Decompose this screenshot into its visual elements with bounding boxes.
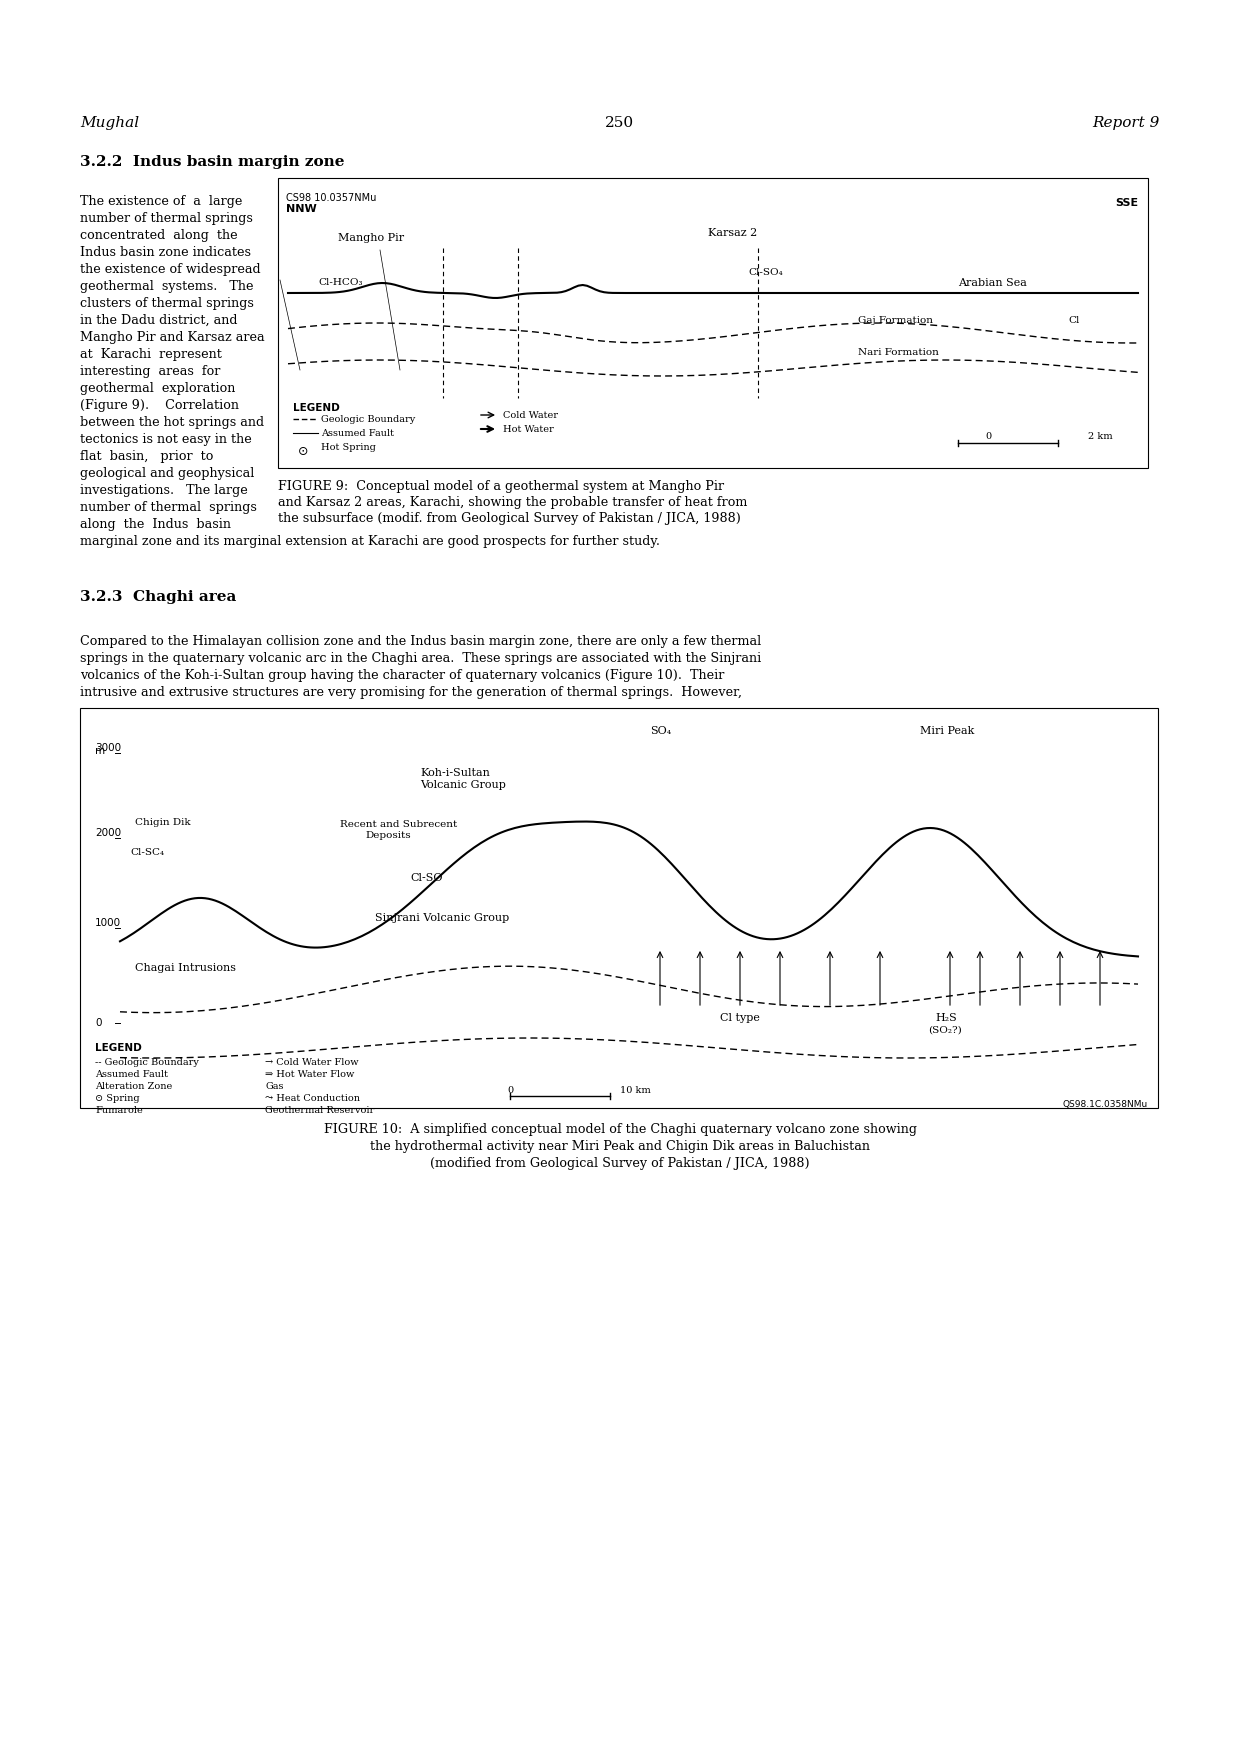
Text: 1000: 1000 — [95, 919, 122, 927]
Text: geothermal  systems.   The: geothermal systems. The — [81, 280, 253, 293]
Text: Gas: Gas — [265, 1082, 284, 1090]
Text: 2000: 2000 — [95, 827, 122, 838]
Text: Geothermal Reservoir: Geothermal Reservoir — [265, 1106, 374, 1115]
Text: 10 km: 10 km — [620, 1087, 651, 1096]
Text: (Figure 9).    Correlation: (Figure 9). Correlation — [81, 400, 239, 412]
Text: CS98 10.0357NMu: CS98 10.0357NMu — [286, 193, 377, 203]
Text: The existence of  a  large: The existence of a large — [81, 195, 242, 209]
Text: Sinjrani Volcanic Group: Sinjrani Volcanic Group — [374, 913, 510, 924]
Text: Hot Water: Hot Water — [503, 424, 554, 433]
Text: Cl-HCO₃: Cl-HCO₃ — [317, 279, 362, 287]
Text: interesting  areas  for: interesting areas for — [81, 365, 221, 379]
Text: number of thermal springs: number of thermal springs — [81, 212, 253, 224]
Text: 3.2.2  Indus basin margin zone: 3.2.2 Indus basin margin zone — [81, 154, 345, 168]
Text: Karsaz 2: Karsaz 2 — [708, 228, 758, 238]
Text: Koh-i-Sultan: Koh-i-Sultan — [420, 768, 490, 778]
Text: Cl type: Cl type — [720, 1013, 760, 1024]
Text: concentrated  along  the: concentrated along the — [81, 230, 238, 242]
Text: 250: 250 — [605, 116, 635, 130]
Text: SO₄: SO₄ — [650, 726, 671, 736]
Text: Chigin Dik: Chigin Dik — [135, 819, 191, 827]
Text: 3000: 3000 — [95, 743, 122, 754]
Text: Geologic Boundary: Geologic Boundary — [321, 415, 415, 424]
Text: Recent and Subrecent: Recent and Subrecent — [340, 820, 458, 829]
Text: Fumarole: Fumarole — [95, 1106, 143, 1115]
Text: NNW: NNW — [286, 203, 316, 214]
Text: 2 km: 2 km — [1087, 431, 1112, 442]
Text: tectonics is not easy in the: tectonics is not easy in the — [81, 433, 252, 445]
Text: ⊙: ⊙ — [298, 445, 309, 458]
Text: volcanics of the Koh-i-Sultan group having the character of quaternary volcanics: volcanics of the Koh-i-Sultan group havi… — [81, 670, 724, 682]
Text: H₂S: H₂S — [935, 1013, 957, 1024]
Text: along  the  Indus  basin: along the Indus basin — [81, 517, 231, 531]
Text: at  Karachi  represent: at Karachi represent — [81, 349, 222, 361]
Text: 0: 0 — [95, 1018, 102, 1027]
Text: Nari Formation: Nari Formation — [858, 349, 939, 358]
Text: Alteration Zone: Alteration Zone — [95, 1082, 172, 1090]
Text: Cl-SO: Cl-SO — [410, 873, 443, 884]
Text: → Cold Water Flow: → Cold Water Flow — [265, 1059, 358, 1068]
Text: Cl-SO₄: Cl-SO₄ — [748, 268, 782, 277]
Text: between the hot springs and: between the hot springs and — [81, 415, 264, 429]
Text: 0: 0 — [985, 431, 991, 442]
Text: Volcanic Group: Volcanic Group — [420, 780, 506, 791]
Text: Compared to the Himalayan collision zone and the Indus basin margin zone, there : Compared to the Himalayan collision zone… — [81, 635, 761, 649]
Text: Indus basin zone indicates: Indus basin zone indicates — [81, 245, 250, 259]
Text: Assumed Fault: Assumed Fault — [95, 1069, 167, 1080]
Text: QS98.1C.0358NMu: QS98.1C.0358NMu — [1063, 1099, 1148, 1110]
Text: Cold Water: Cold Water — [503, 410, 558, 419]
Text: the existence of widespread: the existence of widespread — [81, 263, 260, 275]
Text: Miri Peak: Miri Peak — [920, 726, 975, 736]
Text: Deposits: Deposits — [365, 831, 410, 840]
Bar — [278, 179, 1148, 468]
Bar — [81, 708, 1158, 1108]
Text: geothermal  exploration: geothermal exploration — [81, 382, 236, 394]
Text: Chagai Intrusions: Chagai Intrusions — [135, 962, 236, 973]
Text: LEGEND: LEGEND — [293, 403, 340, 414]
Text: ⤳ Heat Conduction: ⤳ Heat Conduction — [265, 1094, 360, 1103]
Text: in the Dadu district, and: in the Dadu district, and — [81, 314, 238, 328]
Text: 3.2.3  Chaghi area: 3.2.3 Chaghi area — [81, 591, 237, 605]
Text: Gaj Formation: Gaj Formation — [858, 316, 932, 324]
Text: ⊙ Spring: ⊙ Spring — [95, 1094, 140, 1103]
Text: Mangho Pir: Mangho Pir — [339, 233, 404, 244]
Text: geological and geophysical: geological and geophysical — [81, 466, 254, 480]
Text: (modified from Geological Survey of Pakistan / JICA, 1988): (modified from Geological Survey of Paki… — [430, 1157, 810, 1169]
Text: investigations.   The large: investigations. The large — [81, 484, 248, 498]
Text: Report 9: Report 9 — [1092, 116, 1159, 130]
Text: springs in the quaternary volcanic arc in the Chaghi area.  These springs are as: springs in the quaternary volcanic arc i… — [81, 652, 761, 664]
Text: ⇒ Hot Water Flow: ⇒ Hot Water Flow — [265, 1069, 355, 1080]
Text: Mangho Pir and Karsaz area: Mangho Pir and Karsaz area — [81, 331, 264, 344]
Text: m: m — [95, 747, 105, 756]
Text: Mughal: Mughal — [81, 116, 139, 130]
Text: number of thermal  springs: number of thermal springs — [81, 501, 257, 514]
Text: FIGURE 10:  A simplified conceptual model of the Chaghi quaternary volcano zone : FIGURE 10: A simplified conceptual model… — [324, 1124, 916, 1136]
Text: marginal zone and its marginal extension at Karachi are good prospects for furth: marginal zone and its marginal extension… — [81, 535, 660, 549]
Text: -- Geologic Boundary: -- Geologic Boundary — [95, 1059, 198, 1068]
Text: Assumed Fault: Assumed Fault — [321, 429, 394, 438]
Text: flat  basin,   prior  to: flat basin, prior to — [81, 451, 213, 463]
Text: and Karsaz 2 areas, Karachi, showing the probable transfer of heat from: and Karsaz 2 areas, Karachi, showing the… — [278, 496, 748, 508]
Text: the subsurface (modif. from Geological Survey of Pakistan / JICA, 1988): the subsurface (modif. from Geological S… — [278, 512, 740, 524]
Text: Cl-SC₄: Cl-SC₄ — [130, 848, 164, 857]
Text: SSE: SSE — [1115, 198, 1138, 209]
Text: 0: 0 — [507, 1087, 513, 1096]
Text: Arabian Sea: Arabian Sea — [959, 279, 1027, 287]
Text: (SO₂?): (SO₂?) — [928, 1026, 962, 1034]
Text: LEGEND: LEGEND — [95, 1043, 141, 1054]
Text: Cl: Cl — [1068, 316, 1079, 324]
Text: intrusive and extrusive structures are very promising for the generation of ther: intrusive and extrusive structures are v… — [81, 685, 742, 699]
Text: clusters of thermal springs: clusters of thermal springs — [81, 296, 254, 310]
Text: Hot Spring: Hot Spring — [321, 444, 376, 452]
Text: the hydrothermal activity near Miri Peak and Chigin Dik areas in Baluchistan: the hydrothermal activity near Miri Peak… — [370, 1139, 870, 1153]
Text: FIGURE 9:  Conceptual model of a geothermal system at Mangho Pir: FIGURE 9: Conceptual model of a geotherm… — [278, 480, 724, 493]
